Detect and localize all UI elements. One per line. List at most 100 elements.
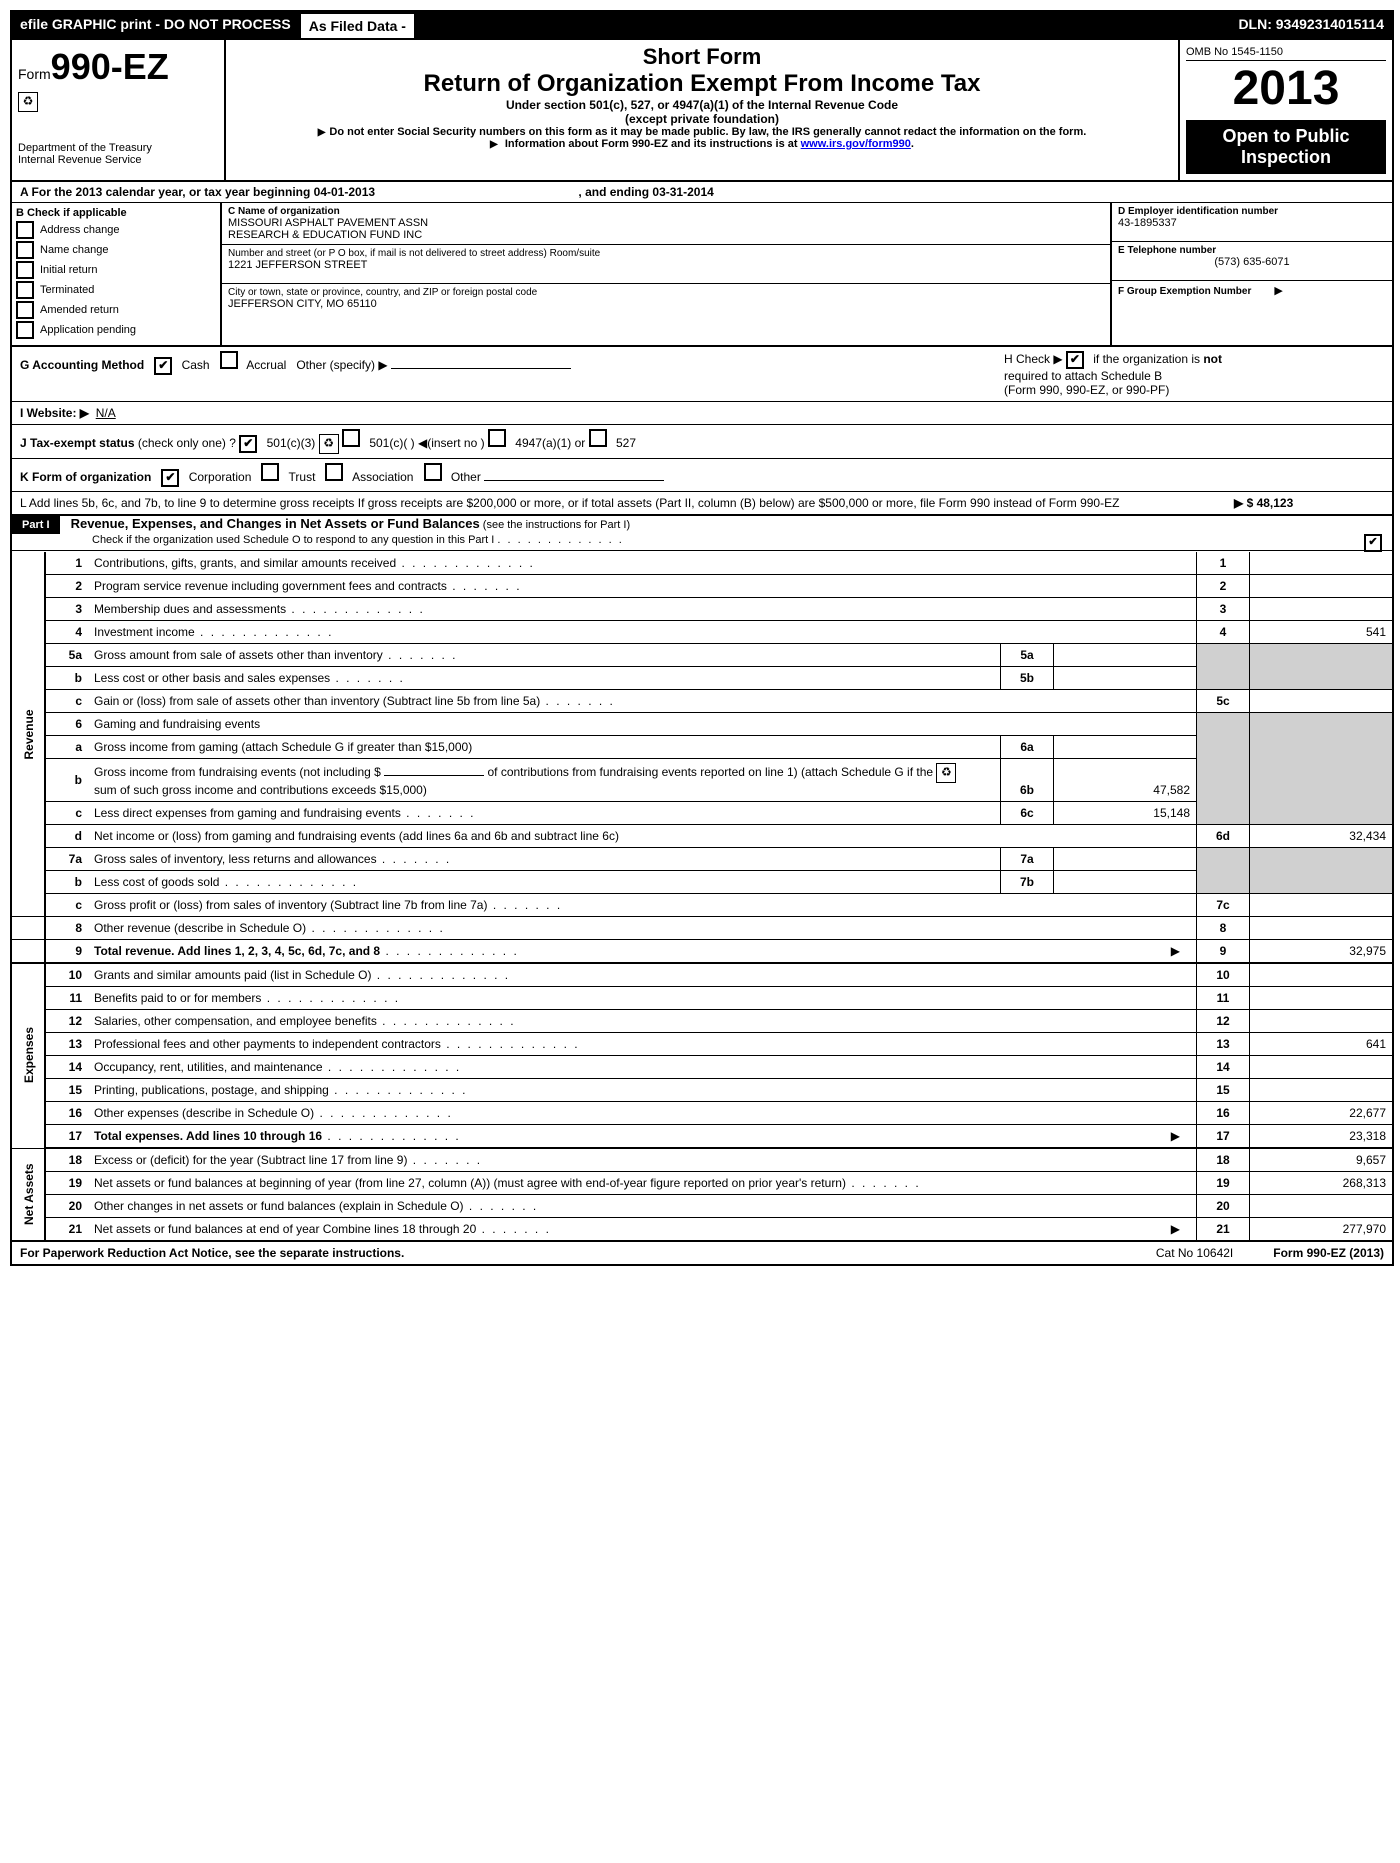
label-4947: 4947(a)(1) or	[515, 436, 585, 450]
line-15-box: 15	[1197, 1079, 1250, 1102]
line-13-desc: Professional fees and other payments to …	[94, 1037, 441, 1051]
part-1-header: Part I Revenue, Expenses, and Changes in…	[12, 514, 1392, 551]
checkbox-address-change[interactable]	[16, 221, 34, 239]
checkbox-terminated[interactable]	[16, 281, 34, 299]
header-center-col: Short Form Return of Organization Exempt…	[226, 40, 1180, 180]
label-name-change: Name change	[40, 244, 109, 256]
label-initial-return: Initial return	[40, 264, 97, 276]
checkbox-527[interactable]	[589, 429, 607, 447]
line-16-box: 16	[1197, 1102, 1250, 1125]
open-line2: Inspection	[1190, 147, 1382, 168]
dln-number: DLN: 93492314015114	[1230, 12, 1392, 40]
city-row: City or town, state or province, country…	[222, 284, 1110, 322]
line-18-box: 18	[1197, 1148, 1250, 1172]
line-4-box: 4	[1197, 621, 1250, 644]
line-6b-d1: Gross income from fundraising events (no…	[94, 765, 384, 779]
line-17-amt: 23,318	[1250, 1125, 1393, 1149]
line-6c-iamt: 15,148	[1054, 802, 1197, 825]
line-5a-iamt	[1054, 644, 1197, 667]
line-5c-num: c	[45, 690, 88, 713]
checkbox-501c[interactable]	[342, 429, 360, 447]
line-3-box: 3	[1197, 598, 1250, 621]
checkbox-trust[interactable]	[261, 463, 279, 481]
line-1-box: 1	[1197, 552, 1250, 575]
e-label: E Telephone number	[1118, 245, 1386, 256]
checkbox-amended[interactable]	[16, 301, 34, 319]
line-6b-num: b	[45, 759, 88, 802]
ein-row: D Employer identification number 43-1895…	[1112, 203, 1392, 242]
label-501c: 501(c)( ) ◀(insert no )	[369, 436, 484, 450]
row-k-org-form: K Form of organization Corporation Trust…	[12, 459, 1392, 492]
checkbox-corporation[interactable]	[161, 469, 179, 487]
line-17-box: 17	[1197, 1125, 1250, 1149]
footer-form-bold: 990-EZ	[1307, 1246, 1346, 1260]
org-name-2: RESEARCH & EDUCATION FUND INC	[228, 229, 1104, 241]
checkbox-association[interactable]	[325, 463, 343, 481]
website-value: N/A	[96, 406, 116, 420]
line-18-desc: Excess or (deficit) for the year (Subtra…	[94, 1153, 407, 1167]
row-a-begin: A For the 2013 calendar year, or tax yea…	[20, 185, 375, 199]
col-b-title: B Check if applicable	[16, 207, 216, 219]
line-7a-num: 7a	[45, 848, 88, 871]
line-11-num: 11	[45, 987, 88, 1010]
dept-irs: Internal Revenue Service	[18, 154, 218, 166]
page-footer: For Paperwork Reduction Act Notice, see …	[12, 1240, 1392, 1264]
line-6b-blank	[384, 775, 484, 776]
line-19-amt: 268,313	[1250, 1172, 1393, 1195]
checkbox-name-change[interactable]	[16, 241, 34, 259]
line-5c-box: 5c	[1197, 690, 1250, 713]
line-8-box: 8	[1197, 917, 1250, 940]
form-number-big: 990-EZ	[51, 46, 169, 87]
line-4-desc: Investment income	[94, 625, 195, 639]
dots	[497, 534, 623, 546]
line-16-num: 16	[45, 1102, 88, 1125]
line-1-amt	[1250, 552, 1393, 575]
line-6d-box: 6d	[1197, 825, 1250, 848]
checkbox-4947[interactable]	[488, 429, 506, 447]
form-header: Form990-EZ ♻ Department of the Treasury …	[12, 40, 1392, 182]
recycle-icon: ♻	[18, 92, 38, 112]
line-5b-iamt	[1054, 667, 1197, 690]
checkbox-initial-return[interactable]	[16, 261, 34, 279]
line-7c-num: c	[45, 894, 88, 917]
line-8-desc: Other revenue (describe in Schedule O)	[94, 921, 306, 935]
line-5a-num: 5a	[45, 644, 88, 667]
omb-number: OMB No 1545-1150	[1186, 46, 1386, 61]
line-10-amt	[1250, 963, 1393, 987]
line-7c-box: 7c	[1197, 894, 1250, 917]
line-10-num: 10	[45, 963, 88, 987]
irs-link[interactable]: www.irs.gov/form990	[801, 138, 911, 150]
line-3-amt	[1250, 598, 1393, 621]
line-20-amt	[1250, 1195, 1393, 1218]
line-19-box: 19	[1197, 1172, 1250, 1195]
header-left-col: Form990-EZ ♻ Department of the Treasury …	[12, 40, 226, 180]
line-6c-num: c	[45, 802, 88, 825]
line-2-box: 2	[1197, 575, 1250, 598]
header-right-col: OMB No 1545-1150 2013 Open to Public Ins…	[1180, 40, 1392, 180]
line-5c-desc: Gain or (loss) from sale of assets other…	[94, 694, 540, 708]
line-1-num: 1	[45, 552, 88, 575]
line-5a-desc: Gross amount from sale of assets other t…	[94, 648, 383, 662]
checkbox-cash[interactable]	[154, 357, 172, 375]
street-value: 1221 JEFFERSON STREET	[228, 259, 1104, 271]
line-7a-iamt	[1054, 848, 1197, 871]
checkbox-accrual[interactable]	[220, 351, 238, 369]
footer-cat-no: Cat No 10642I	[1116, 1246, 1273, 1260]
checkbox-schedule-o[interactable]	[1364, 534, 1382, 552]
line-8-num: 8	[45, 917, 88, 940]
line-6c-desc: Less direct expenses from gaming and fun…	[94, 806, 401, 820]
checkbox-other-org[interactable]	[424, 463, 442, 481]
checkbox-501c3[interactable]	[239, 435, 257, 453]
label-trust: Trust	[289, 470, 316, 484]
open-to-public: Open to Public Inspection	[1186, 120, 1386, 174]
line-6d-amt: 32,434	[1250, 825, 1393, 848]
line-6-num: 6	[45, 713, 88, 736]
checkbox-schedule-b[interactable]	[1066, 351, 1084, 369]
line-14-box: 14	[1197, 1056, 1250, 1079]
line-18-amt: 9,657	[1250, 1148, 1393, 1172]
line-2-desc: Program service revenue including govern…	[94, 579, 447, 593]
checkbox-application-pending[interactable]	[16, 321, 34, 339]
line-7b-num: b	[45, 871, 88, 894]
line-8-amt	[1250, 917, 1393, 940]
arrow-icon	[490, 138, 502, 150]
